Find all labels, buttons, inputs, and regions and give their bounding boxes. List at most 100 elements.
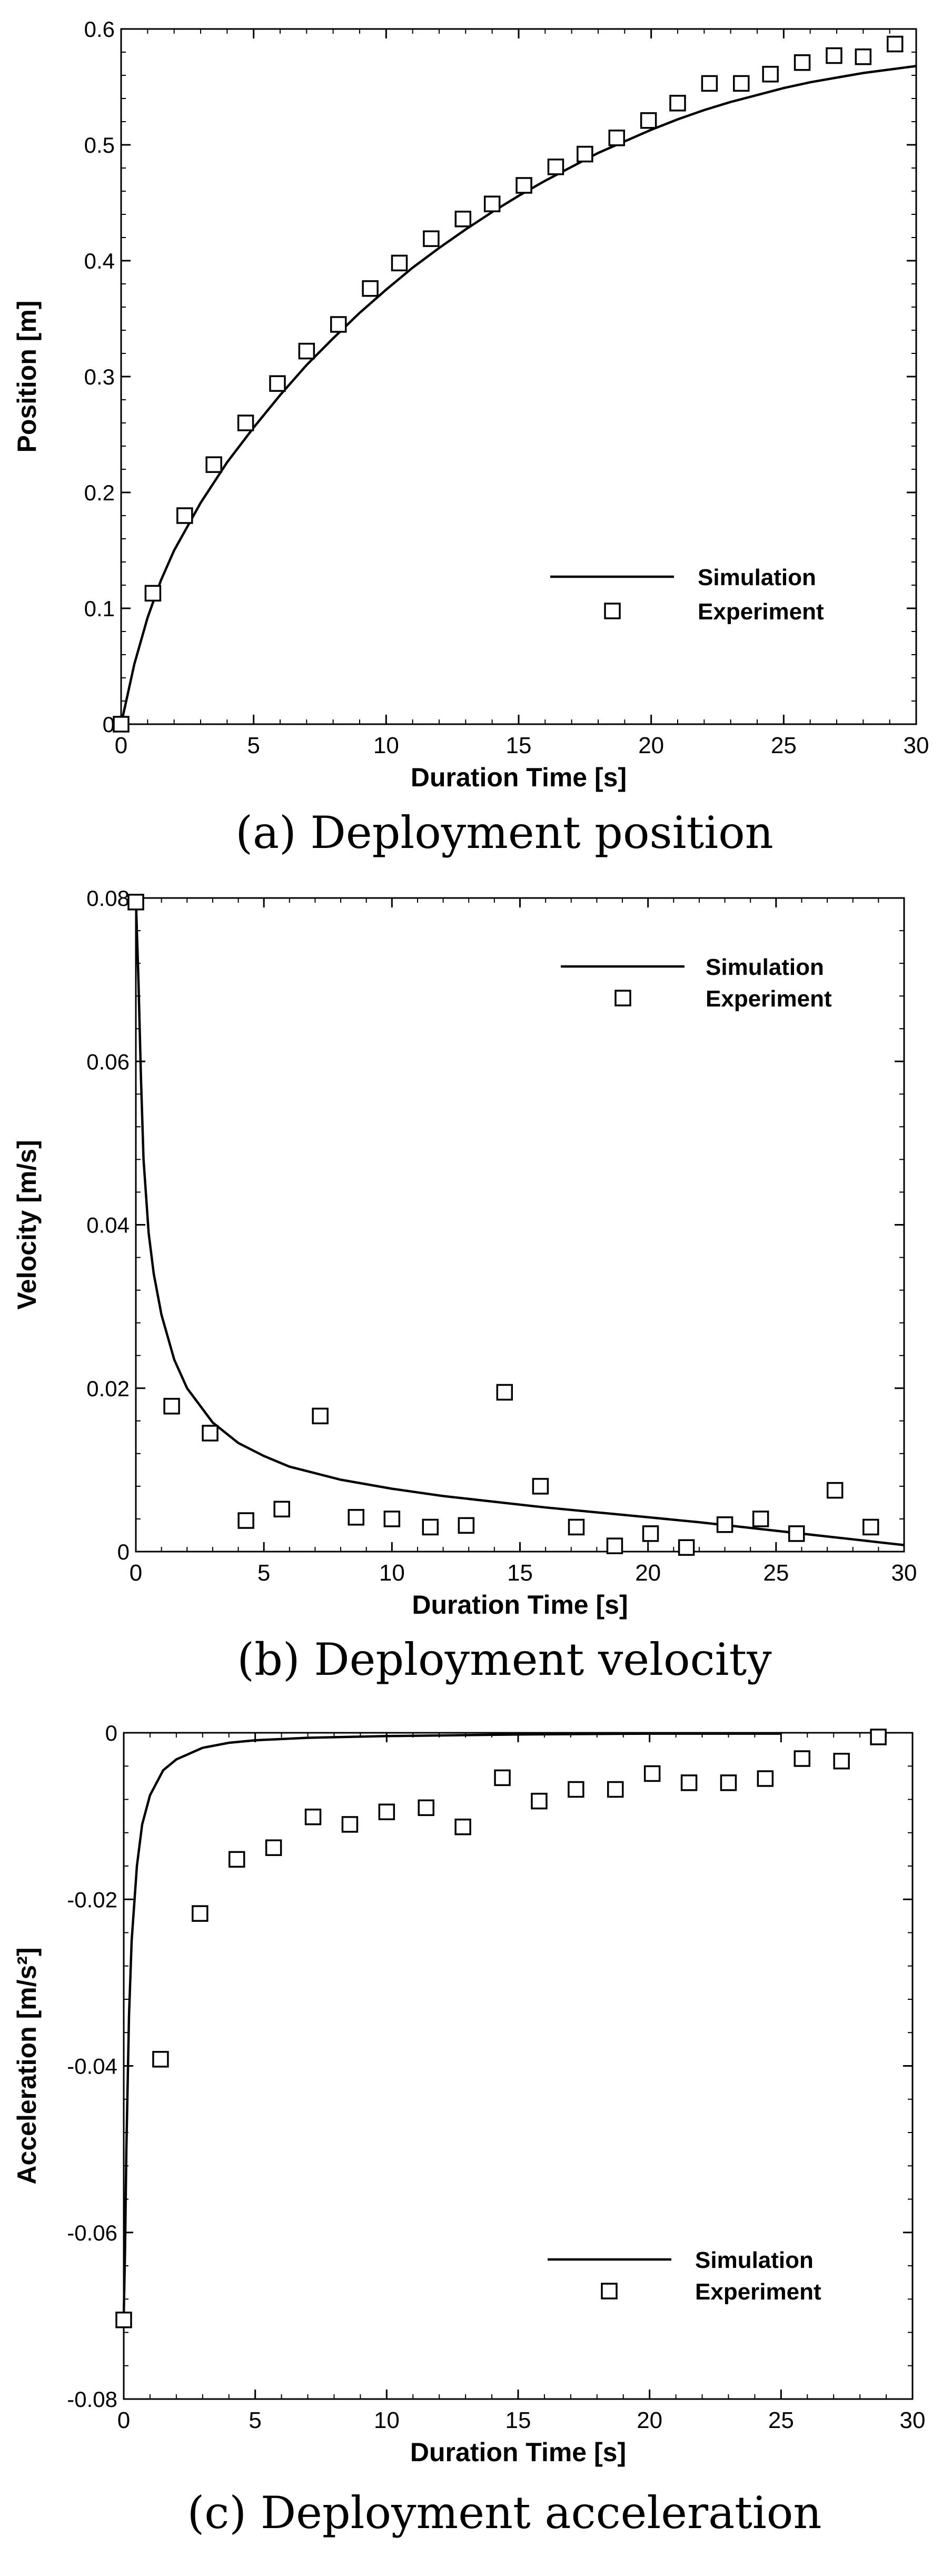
- x-tick-label: 15: [505, 2407, 531, 2433]
- data-point: [733, 75, 750, 92]
- data-point: [152, 2051, 169, 2068]
- legend: Simulation Experiment: [550, 565, 824, 625]
- data-point: [383, 1511, 401, 1527]
- legend-label-simulation: Simulation: [698, 565, 816, 590]
- y-tick-label: 0.08: [86, 886, 130, 911]
- x-axis-title: Duration Time [s]: [412, 1590, 628, 1620]
- data-point: [391, 254, 408, 272]
- data-point: [607, 1781, 624, 1798]
- y-tick-label: 0.02: [86, 1376, 130, 1401]
- data-point: [348, 1509, 364, 1526]
- data-point: [531, 1792, 548, 1810]
- data-point: [788, 1525, 805, 1542]
- data-point: [423, 230, 440, 247]
- legend-marker-experiment: [601, 2283, 618, 2299]
- x-tick-label: 10: [374, 2407, 400, 2433]
- data-point: [678, 1539, 695, 1556]
- y-tick-label: 0.3: [84, 364, 115, 389]
- legend-marker-experiment: [614, 990, 631, 1006]
- data-point: [228, 1851, 245, 1868]
- legend-marker-experiment: [604, 603, 621, 619]
- y-tick-label: 0.1: [84, 596, 115, 621]
- data-point: [237, 414, 254, 431]
- data-point: [202, 1425, 219, 1442]
- data-point: [640, 112, 657, 129]
- data-point: [176, 507, 193, 524]
- data-point: [496, 1384, 513, 1401]
- data-point: [298, 342, 315, 360]
- y-tick-label: -0.08: [67, 2387, 117, 2412]
- x-tick-label: 30: [891, 1560, 917, 1586]
- data-point: [532, 1478, 549, 1495]
- data-point: [483, 195, 501, 212]
- chart-1: 0 5 10 15 20 25 30 0 0.02 0.04 0.06 0.08 Duration Ti…: [12, 886, 917, 1685]
- data-point: [378, 1803, 395, 1820]
- data-point: [422, 1518, 439, 1536]
- data-point: [862, 1518, 879, 1536]
- data-point: [870, 1729, 887, 1745]
- legend-label-simulation: Simulation: [706, 954, 824, 980]
- data-point: [826, 47, 842, 64]
- data-point: [568, 1518, 585, 1536]
- chart-2: 0 5 10 15 20 25 30 -0.08 -0.06 -0.04 -0.02 0 Duratio…: [12, 1721, 925, 2539]
- x-tick-label: 25: [768, 2407, 794, 2433]
- x-tick-label: 5: [257, 1560, 270, 1586]
- data-point: [362, 280, 379, 297]
- data-point: [757, 1770, 774, 1787]
- data-point: [113, 716, 130, 733]
- data-point: [330, 316, 347, 333]
- chart-0: 0 5 10 15 20 25 30 0 0.1 0.2 0.3 0.4 0.5 0.6 Duration …: [12, 17, 929, 858]
- legend-label-simulation: Simulation: [695, 2247, 814, 2273]
- data-point: [752, 1511, 769, 1527]
- x-tick-label: 5: [247, 733, 260, 758]
- data-point: [547, 159, 564, 175]
- data-point: [515, 177, 532, 194]
- x-tick-label: 30: [904, 733, 929, 758]
- data-point: [418, 1799, 434, 1817]
- x-tick-label: 25: [771, 733, 797, 758]
- legend-label-experiment: Experiment: [695, 2279, 821, 2305]
- data-point: [304, 1808, 322, 1825]
- data-point: [577, 145, 593, 163]
- data-point: [794, 54, 811, 71]
- y-tick-label: 0.06: [86, 1049, 130, 1074]
- y-tick-label: 0.5: [84, 133, 115, 157]
- data-point: [826, 1482, 844, 1499]
- series-line-simulation: [134, 897, 905, 1546]
- y-tick-label: -0.02: [67, 1887, 117, 1912]
- data-point: [669, 95, 686, 112]
- data-point: [454, 211, 472, 228]
- figure-caption: (a) Deployment position: [235, 807, 774, 858]
- x-tick-label: 0: [117, 2407, 130, 2433]
- data-point: [720, 1774, 737, 1791]
- data-point: [454, 1818, 471, 1835]
- x-tick-label: 0: [130, 1560, 142, 1586]
- y-tick-label: -0.06: [67, 2220, 117, 2245]
- y-tick-label: 0: [117, 1539, 130, 1564]
- x-tick-label: 20: [638, 733, 664, 758]
- data-point: [144, 585, 162, 602]
- data-point: [608, 130, 625, 146]
- data-point: [115, 2312, 132, 2328]
- data-point: [643, 1765, 661, 1782]
- data-point: [341, 1816, 359, 1833]
- x-axis-title: Duration Time [s]: [411, 763, 627, 792]
- x-tick-label: 10: [373, 733, 399, 758]
- data-point: [312, 1407, 329, 1425]
- x-tick-label: 5: [249, 2407, 261, 2433]
- x-tick-label: 15: [507, 1560, 533, 1586]
- x-tick-label: 15: [506, 733, 532, 758]
- data-point: [833, 1753, 850, 1770]
- y-axis-title: Velocity [m/s]: [12, 1140, 42, 1309]
- data-point: [716, 1516, 733, 1533]
- data-point: [163, 1398, 180, 1415]
- data-point: [237, 1512, 254, 1529]
- data-point: [794, 1750, 811, 1767]
- data-point: [568, 1781, 584, 1798]
- data-point: [458, 1517, 475, 1534]
- data-point: [205, 456, 222, 473]
- data-point: [855, 48, 872, 65]
- data-point: [886, 35, 904, 53]
- x-axis-title: Duration Time [s]: [410, 2437, 626, 2467]
